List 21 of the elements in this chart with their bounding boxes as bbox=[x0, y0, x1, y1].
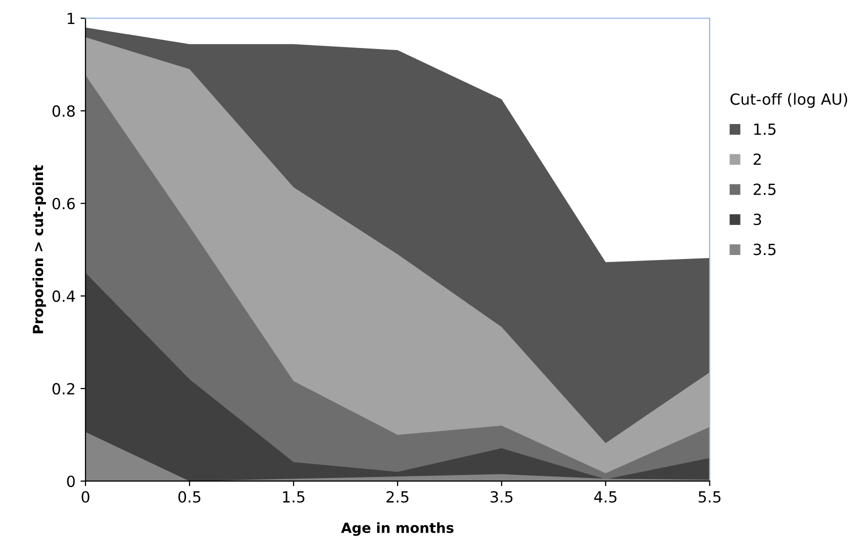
legend-label: 2 bbox=[754, 153, 761, 165]
x-tick-label: 2.5 bbox=[386, 491, 408, 503]
y-tick-label: 0.4 bbox=[52, 290, 75, 302]
legend-label: 1.5 bbox=[754, 124, 776, 135]
y-tick-label: 1 bbox=[68, 12, 74, 24]
x-tick-label: 0 bbox=[82, 491, 90, 503]
y-tick-label: 0.2 bbox=[52, 383, 74, 395]
y-tick-label: 0 bbox=[67, 476, 75, 488]
x-axis-title: Age in months bbox=[341, 522, 454, 536]
y-tick-label: 0.6 bbox=[52, 198, 75, 210]
y-tick-label: 0.8 bbox=[52, 105, 75, 117]
legend-title: Cut-off (log AU) bbox=[730, 93, 848, 108]
x-tick-label: 1.5 bbox=[283, 491, 304, 503]
y-axis-title: Proporion > cut-point bbox=[32, 165, 46, 334]
legend-label: 2.5 bbox=[754, 184, 776, 196]
x-tick-label: 4.5 bbox=[594, 491, 616, 503]
x-tick-label: 3.5 bbox=[490, 491, 512, 503]
x-tick-label: 0.5 bbox=[178, 491, 200, 503]
legend-label: 3.5 bbox=[754, 244, 776, 256]
legend-label: 3 bbox=[754, 214, 762, 226]
x-tick-label: 5.5 bbox=[698, 491, 720, 503]
